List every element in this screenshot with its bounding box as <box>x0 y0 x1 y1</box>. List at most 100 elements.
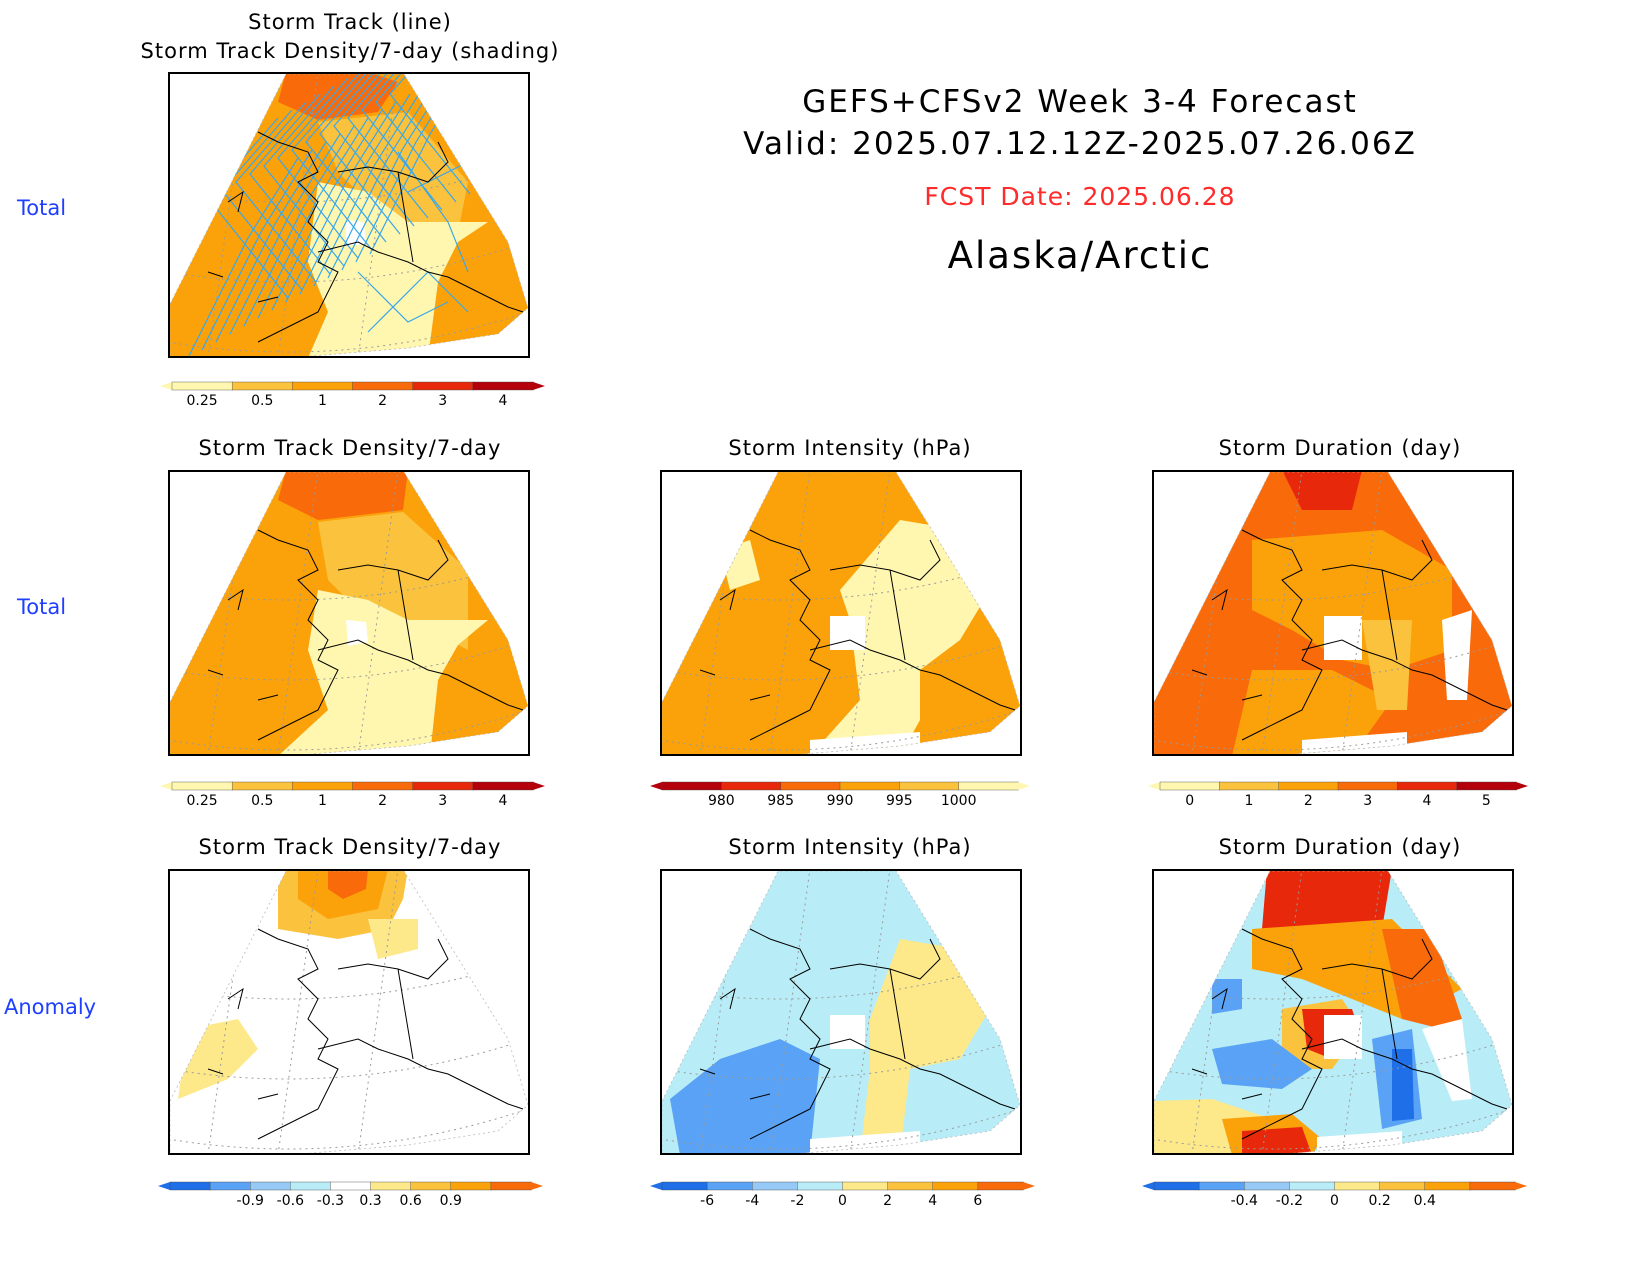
colorbar-tick-label: 3 <box>438 793 447 808</box>
track-line <box>357 271 449 323</box>
colorbar-swatch <box>209 1181 251 1191</box>
meridian <box>277 472 319 756</box>
colorbar-swatch <box>231 381 294 391</box>
colorbar-swatch <box>250 1181 292 1191</box>
shaded-region <box>170 871 528 1155</box>
colorbar-swatch <box>472 781 534 791</box>
track-line <box>201 149 313 351</box>
map-panel-density-total <box>168 470 530 756</box>
colorbar-density-anomaly: -0.9 -0.6 -0.3 0.3 0.6 0.9 <box>158 1181 543 1208</box>
colorbar-tick-label: -6 <box>700 1193 714 1208</box>
shaded-region <box>278 590 488 756</box>
colorbar-tick-label: 985 <box>767 793 794 808</box>
track-line <box>347 74 429 219</box>
shaded-region <box>1282 472 1362 510</box>
colorbar-swatch <box>1379 1181 1426 1191</box>
meridian <box>769 871 811 1155</box>
colorbar-swatch <box>932 1181 979 1191</box>
parallel <box>170 311 528 353</box>
shaded-field <box>170 871 528 1155</box>
shaded-region <box>1242 1127 1312 1155</box>
coastline <box>1191 529 1508 741</box>
colorbar-swatch <box>370 1181 412 1191</box>
colorbar-arrow-right <box>1018 782 1030 790</box>
colorbar-tick-label: 0.4 <box>1414 1193 1436 1208</box>
colorbar-tick-label: 0.9 <box>440 1193 462 1208</box>
colorbar-swatch <box>1219 781 1280 791</box>
colorbar-tick-label: 1 <box>1245 793 1254 808</box>
colorbar-swatch <box>412 381 474 391</box>
shaded-field <box>1154 871 1512 1155</box>
map-frame <box>1152 869 1514 1155</box>
colorbar-swatch <box>899 781 960 791</box>
shaded-region <box>1382 929 1462 1029</box>
track-line <box>333 74 415 227</box>
colorbar-swatch <box>490 1181 532 1191</box>
colorbar-tick-label: 0.6 <box>400 1193 422 1208</box>
colorbar-tick-label: -0.3 <box>317 1193 344 1208</box>
panel-title-intensity-anomaly: Storm Intensity (hPa) <box>728 835 972 859</box>
colorbar-duration-total: 0 1 2 3 4 5 <box>1148 781 1528 808</box>
colorbar-arrow-left <box>650 782 662 790</box>
colorbar-swatch <box>472 381 534 391</box>
coastline <box>207 529 524 741</box>
colorbar-tick-label: 2 <box>378 393 387 408</box>
parallel <box>662 1038 1020 1080</box>
shaded-region <box>1212 979 1242 1014</box>
map-frame <box>168 470 530 756</box>
meridian <box>849 472 891 756</box>
colorbar-tick-label: 4 <box>1423 793 1432 808</box>
colorbar-swatch <box>797 1181 844 1191</box>
colorbar-swatch <box>330 1181 372 1191</box>
colorbar-arrow-left <box>160 782 172 790</box>
colorbar-tick-label: 4 <box>498 393 507 408</box>
colorbar-arrow-right <box>1515 1182 1527 1190</box>
coastline <box>207 928 524 1140</box>
colorbar-tick-label: 3 <box>438 393 447 408</box>
colorbar-tick-label: -0.9 <box>237 1193 264 1208</box>
shaded-region <box>810 520 990 756</box>
colorbar-tick-label: 6 <box>973 1193 982 1208</box>
shaded-field <box>170 472 528 756</box>
parallel <box>1154 1108 1512 1150</box>
colorbar-swatch <box>412 781 474 791</box>
shaded-region <box>1422 1019 1472 1101</box>
colorbar-tick-label: 5 <box>1482 793 1491 808</box>
colorbar-arrow-right <box>1023 1182 1035 1190</box>
map-frame <box>168 869 530 1155</box>
coastline <box>1191 928 1508 1140</box>
panel-title-duration-total: Storm Duration (day) <box>1218 436 1462 460</box>
colorbar-tick-label: 990 <box>827 793 854 808</box>
meridian <box>849 871 891 1155</box>
track-line <box>229 133 341 335</box>
colorbar-tick-label: 980 <box>708 793 735 808</box>
valid-period: Valid: 2025.07.12.12Z-2025.07.26.06Z <box>743 126 1417 162</box>
parallel <box>1154 639 1512 681</box>
coastline <box>699 928 1016 1140</box>
colorbar-swatch <box>1244 1181 1291 1191</box>
coastline <box>699 529 1016 741</box>
map-panel-intensity-total <box>660 470 1022 756</box>
track-line <box>271 109 383 311</box>
colorbar-swatch <box>231 781 294 791</box>
map-panel-density-anomaly <box>168 869 530 1155</box>
colorbar-intensity-anomaly: -6 -4 -2 0 2 4 6 <box>650 1181 1035 1208</box>
colorbar-swatch <box>1397 781 1458 791</box>
colorbar-swatch <box>977 1181 1024 1191</box>
map-frame <box>168 72 530 358</box>
colorbar-swatch <box>839 781 901 791</box>
track-line <box>235 101 317 283</box>
map-panel-storm-track <box>168 72 530 358</box>
colorbar-swatch <box>352 781 414 791</box>
colorbar-swatch <box>1469 1181 1516 1191</box>
row-label-total-1: Total <box>17 196 67 220</box>
colorbar-tick-label: 0 <box>1330 1193 1339 1208</box>
panel-title-track-line: Storm Track (line) <box>248 10 452 34</box>
colorbar-density-total: 0.25 0.5 1 2 3 4 <box>160 781 545 808</box>
track-line <box>285 101 397 303</box>
shaded-region <box>1324 616 1362 660</box>
colorbar-swatch <box>706 1181 753 1191</box>
shaded-region <box>1232 670 1392 756</box>
panel-title-density-anomaly: Storm Track Density/7-day <box>198 835 502 859</box>
shaded-region <box>318 512 468 650</box>
